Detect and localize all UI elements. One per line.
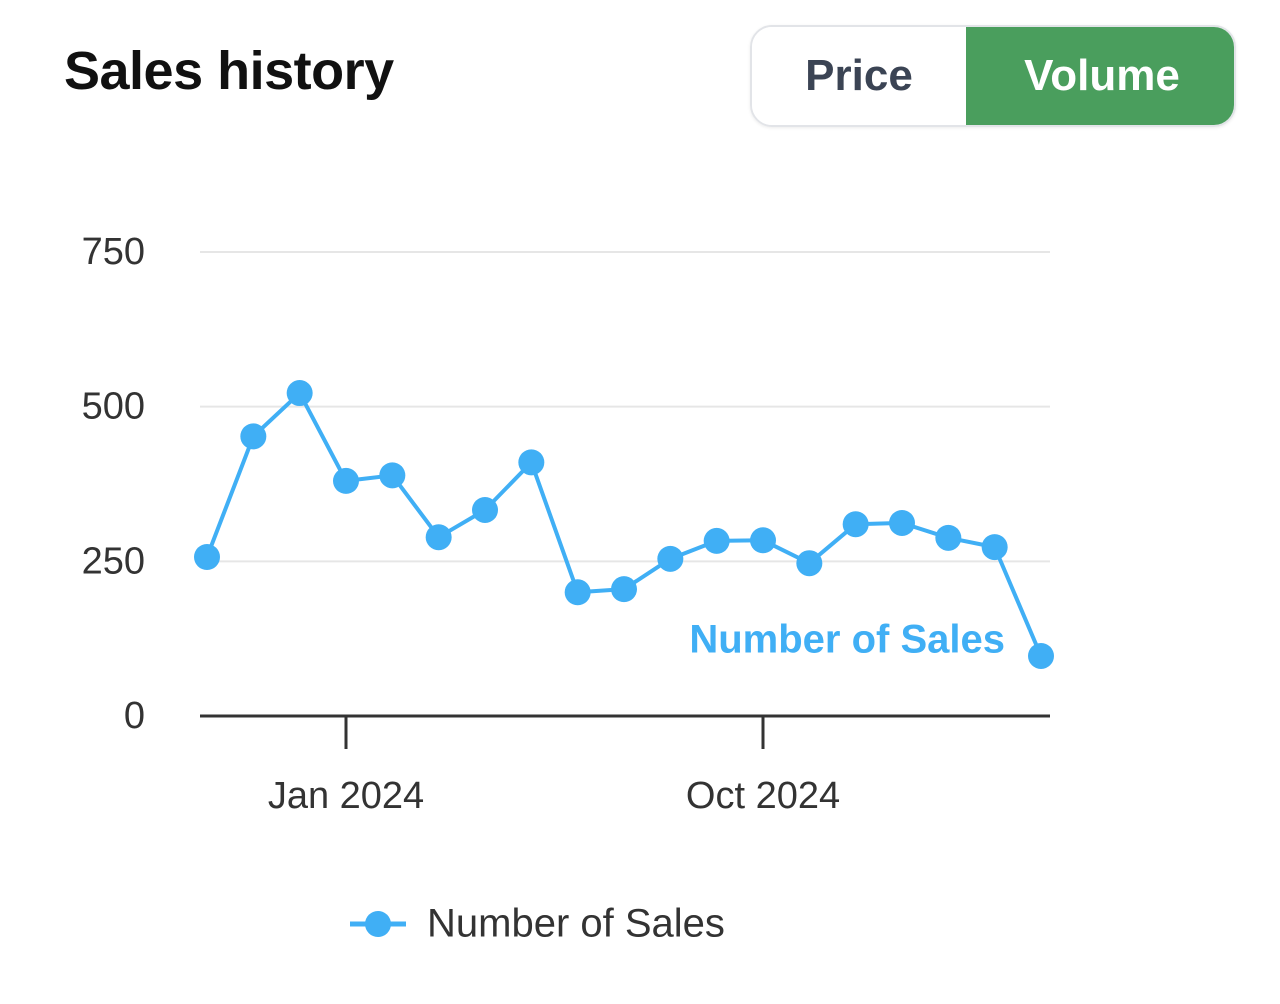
- toggle-option[interactable]: Volume: [966, 27, 1234, 125]
- data-point: [425, 524, 452, 551]
- toggle-option[interactable]: Price: [752, 27, 966, 125]
- data-point: [796, 550, 823, 577]
- annotation: Number of Sales: [689, 618, 1005, 662]
- toggle: Price Volume: [750, 25, 1236, 127]
- data-point: [472, 496, 498, 523]
- data-point: [703, 527, 730, 554]
- y-tick-label: 250: [82, 540, 145, 582]
- title: Sales history: [64, 41, 394, 101]
- data-point: [286, 380, 313, 407]
- legend-label: Number of Sales: [427, 902, 725, 946]
- data-point: [750, 527, 776, 554]
- y-tick-label: 500: [82, 386, 145, 428]
- data-point: [240, 423, 267, 450]
- data-point: [518, 449, 545, 476]
- x-tick-label: Oct 2024: [686, 775, 840, 817]
- data-point: [1028, 642, 1054, 669]
- data-point: [935, 524, 962, 551]
- y-tick-label: 0: [124, 695, 145, 737]
- data-point: [981, 534, 1008, 561]
- data-point: [194, 544, 220, 571]
- data-point: [333, 467, 359, 494]
- x-tick-label: Jan 2024: [268, 775, 424, 817]
- data-point: [379, 462, 406, 489]
- data-point: [564, 579, 591, 606]
- legend-marker: [365, 911, 391, 937]
- data-point: [611, 576, 637, 603]
- data-point: [842, 511, 869, 538]
- y-tick-label: 750: [82, 231, 145, 273]
- data-point: [889, 509, 915, 536]
- series-line: [205, 391, 1043, 657]
- data-point: [657, 545, 684, 572]
